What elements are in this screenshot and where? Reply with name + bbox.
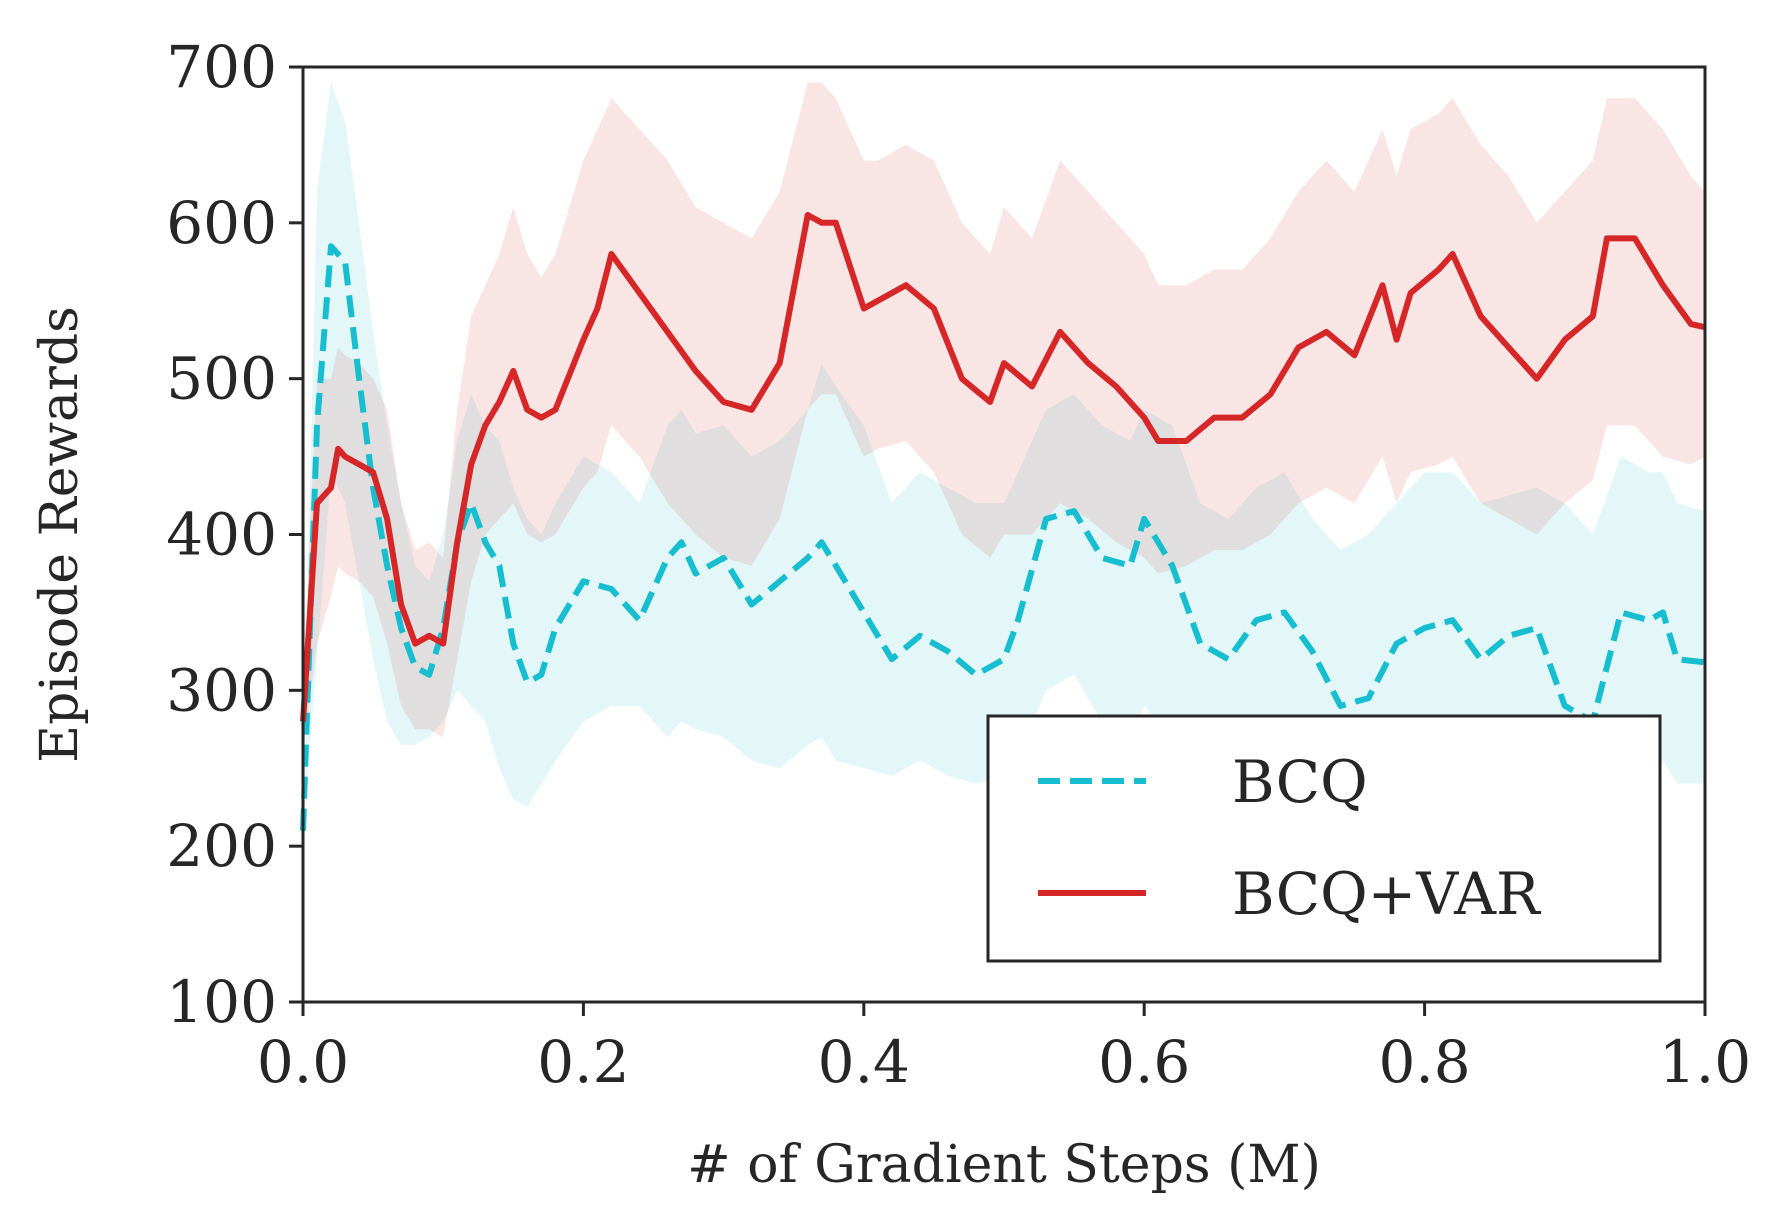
- x-axis-ticks: 0.0 0.2 0.4 0.6 0.8 1.0: [257, 1002, 1751, 1096]
- legend: BCQ BCQ+VAR: [986, 714, 1662, 963]
- y-tick-label: 200: [166, 812, 277, 880]
- x-tick-label: 0.2: [537, 1028, 629, 1096]
- x-tick-label: 0.0: [257, 1028, 349, 1096]
- x-axis-title: # of Gradient Steps (M): [687, 1135, 1321, 1195]
- series-lines: [300, 212, 1706, 831]
- y-axis-title: Episode Rewards: [30, 306, 90, 763]
- x-tick-label: 0.4: [818, 1028, 910, 1096]
- y-tick-label: 700: [166, 33, 277, 101]
- y-axis-ticks: 100 200 300 400 500 600 700: [166, 33, 303, 1036]
- legend-label-bcq-var: BCQ+VAR: [1232, 860, 1542, 928]
- x-tick-label: 0.6: [1098, 1028, 1190, 1096]
- x-tick-label: 1.0: [1659, 1028, 1751, 1096]
- band-bcq: [303, 82, 1705, 831]
- y-tick-label: 500: [166, 345, 277, 413]
- confidence-bands: [303, 82, 1705, 831]
- y-tick-label: 300: [166, 656, 277, 724]
- y-tick-label: 400: [166, 501, 277, 569]
- y-tick-label: 100: [166, 968, 277, 1036]
- y-tick-label: 600: [166, 189, 277, 257]
- legend-box: [986, 714, 1662, 963]
- x-tick-label: 0.8: [1378, 1028, 1470, 1096]
- legend-label-bcq: BCQ: [1232, 748, 1368, 816]
- band-bcq-var: [303, 82, 1705, 753]
- series-line-bcq-var: [300, 212, 1706, 722]
